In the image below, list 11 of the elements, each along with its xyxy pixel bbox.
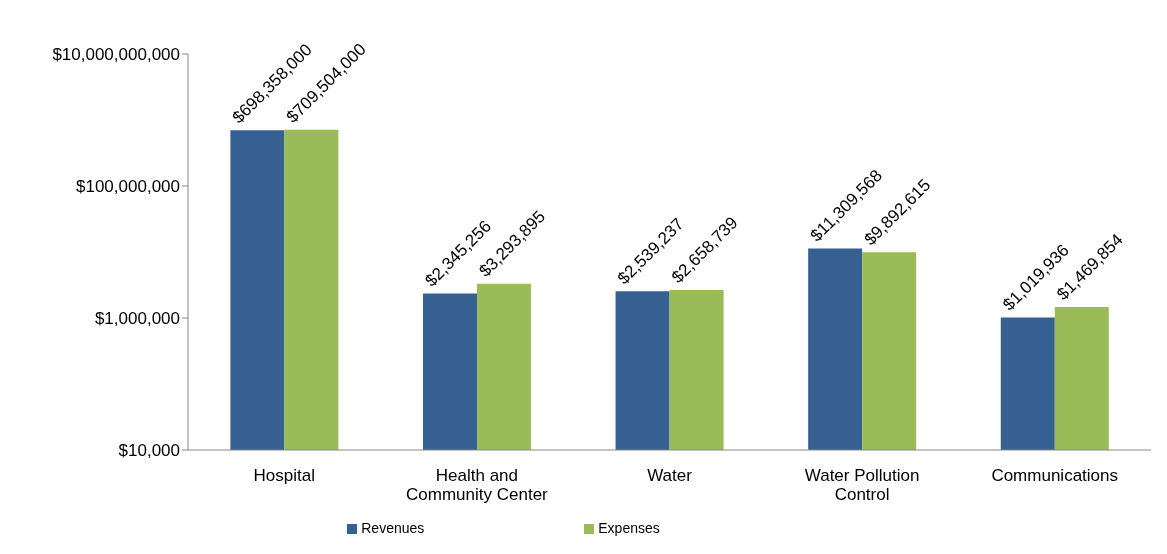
x-tick-label: Water Pollution Control: [804, 466, 920, 504]
y-tick-label: $10,000,000,000: [52, 45, 180, 65]
x-tick-label: Hospital: [253, 466, 316, 486]
x-tick-label: Water: [647, 466, 693, 486]
x-tick-label: Communications: [991, 466, 1118, 486]
y-tick-label: $10,000: [118, 441, 180, 461]
legend-label: Expenses: [598, 520, 660, 536]
x-tick-label: Health and Community Center: [406, 466, 549, 504]
legend-label: Revenues: [361, 520, 425, 536]
y-tick-label: $1,000,000: [94, 309, 180, 329]
y-tick-label: $100,000,000: [76, 177, 180, 197]
